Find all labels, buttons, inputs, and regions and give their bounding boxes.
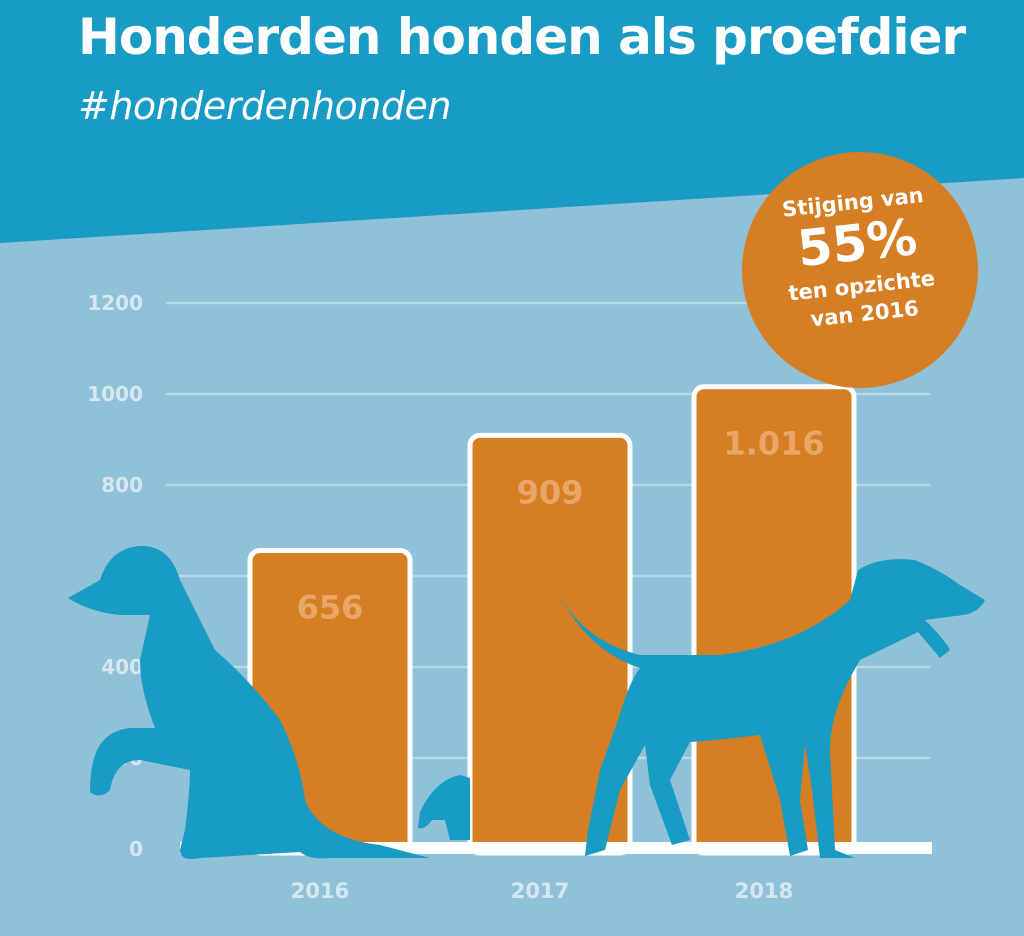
y-tick-label: 1200 xyxy=(87,291,143,315)
dog-sitting-icon xyxy=(68,545,430,859)
bar-value-label: 656 xyxy=(297,589,364,627)
bar-value-label: 1.016 xyxy=(723,425,824,463)
header-band xyxy=(0,0,1024,243)
y-tick-label: 400 xyxy=(101,655,143,679)
small-dog-icon xyxy=(418,775,470,840)
y-tick-label: 800 xyxy=(101,473,143,497)
page-title: Honderden honden als proefdier xyxy=(78,8,966,66)
x-tick-label: 2016 xyxy=(291,879,349,903)
dog-standing-icon xyxy=(556,559,985,858)
x-tick-label: 2018 xyxy=(735,879,793,903)
bar-value-label: 909 xyxy=(517,473,584,511)
x-tick-label: 2017 xyxy=(511,879,569,903)
y-tick-label: 0 xyxy=(129,837,143,861)
hashtag-subtitle: #honderdenhonden xyxy=(78,84,451,128)
y-tick-label: 1000 xyxy=(87,382,143,406)
